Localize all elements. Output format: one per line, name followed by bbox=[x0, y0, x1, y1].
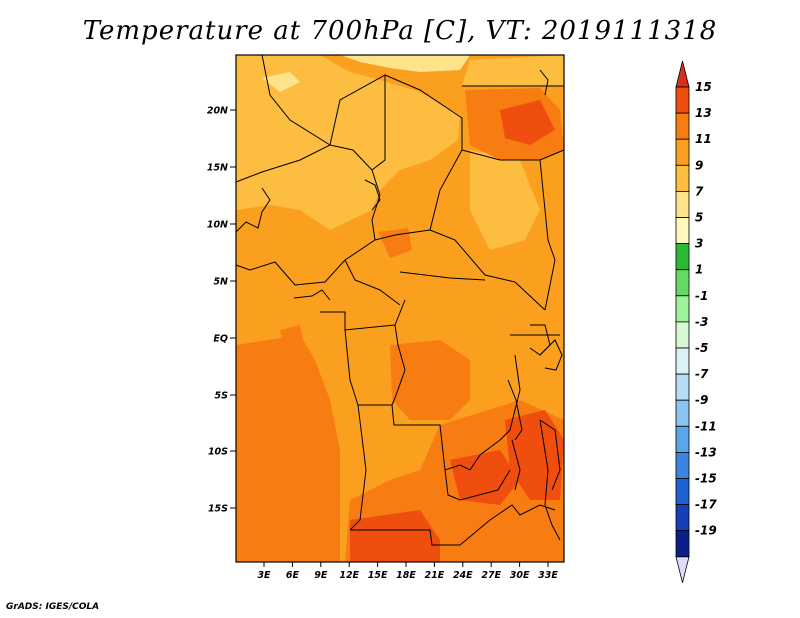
lat-tick-label: 20N bbox=[207, 106, 228, 117]
colorbar-label: 9 bbox=[695, 158, 703, 172]
lon-tick-label: 30E bbox=[510, 570, 530, 581]
colorbar-swatch bbox=[675, 269, 690, 297]
latitude-axis: 20N 15N 10N 5N EQ 5S 10S 15S bbox=[207, 106, 236, 515]
lon-tick-label: 33E bbox=[538, 570, 558, 581]
colorbar-bottom-arrow bbox=[675, 556, 690, 583]
colorbar-top-arrow bbox=[675, 60, 690, 88]
colorbar-label: 3 bbox=[695, 237, 703, 251]
lon-tick-label: 24E bbox=[453, 570, 473, 581]
colorbar-label: -1 bbox=[695, 289, 708, 303]
lon-tick-label: 9E bbox=[314, 570, 328, 581]
colorbar-swatch bbox=[675, 478, 690, 506]
temperature-patch bbox=[390, 340, 470, 420]
colorbar-label: 1 bbox=[695, 263, 703, 277]
lon-tick-label: 3E bbox=[257, 570, 271, 581]
temperature-patch bbox=[236, 55, 564, 230]
temperature-patch bbox=[450, 450, 520, 505]
colorbar-label: -15 bbox=[695, 472, 717, 486]
lat-tick-label: 10S bbox=[208, 447, 228, 458]
lon-tick-label: 12E bbox=[339, 570, 359, 581]
colorbar-label: -5 bbox=[695, 341, 708, 355]
temperature-patch bbox=[280, 325, 305, 355]
page-title: Temperature at 700hPa [C], VT: 201911131… bbox=[82, 16, 718, 46]
colorbar-swatch bbox=[675, 399, 690, 427]
lon-tick-label: 6E bbox=[286, 570, 300, 581]
colorbar-label: -7 bbox=[695, 367, 709, 381]
temperature-patch bbox=[350, 510, 440, 562]
longitude-axis: 3E 6E 9E 12E 15E 18E 21E 24E 27E 30E 33E bbox=[257, 562, 558, 581]
colorbar-label: 5 bbox=[695, 211, 703, 225]
temperature-patch bbox=[500, 100, 555, 145]
colorbar-label: -11 bbox=[695, 419, 717, 433]
colorbar-swatch bbox=[675, 504, 690, 532]
lon-tick-label: 27E bbox=[481, 570, 501, 581]
colorbar-swatch bbox=[675, 347, 690, 375]
colorbar: 15 13 11 9 7 5 3 1 -1 -3 -5 -7 -9 -11 -13 -15 -17 -19 bbox=[675, 60, 717, 583]
colorbar-swatch bbox=[675, 164, 690, 192]
colorbar-label: -9 bbox=[695, 393, 708, 407]
colorbar-label: 13 bbox=[695, 106, 712, 120]
colorbar-label: -3 bbox=[695, 315, 708, 329]
map-panel: 20N 15N 10N 5N EQ 5S 10S 15S 3E 6E 9E 12E 15E 18E 21E… bbox=[207, 54, 565, 581]
lat-tick-label: 15S bbox=[208, 504, 228, 515]
colorbar-swatch bbox=[675, 112, 690, 140]
temperature-patches bbox=[236, 55, 564, 562]
lat-tick-label: 5N bbox=[213, 277, 228, 288]
colorbar-swatch bbox=[675, 190, 690, 218]
colorbar-swatch bbox=[675, 295, 690, 323]
colorbar-swatch bbox=[675, 138, 690, 166]
colorbar-swatch bbox=[675, 86, 690, 114]
grads-credit: GrADS: IGES/COLA bbox=[6, 602, 100, 612]
temperature-patch bbox=[340, 55, 470, 72]
colorbar-label: 15 bbox=[695, 80, 712, 94]
colorbar-swatch bbox=[675, 451, 690, 479]
map-frame bbox=[235, 54, 565, 563]
colorbar-label: -13 bbox=[695, 445, 717, 459]
country-borders bbox=[235, 54, 565, 546]
colorbar-swatch bbox=[675, 530, 690, 558]
lon-tick-label: 21E bbox=[425, 570, 445, 581]
temperature-patch bbox=[262, 72, 300, 92]
colorbar-label: -17 bbox=[695, 498, 717, 512]
colorbar-label: -19 bbox=[695, 524, 717, 538]
temperature-patch bbox=[236, 465, 270, 520]
colorbar-label: 7 bbox=[695, 184, 704, 198]
temperature-patch bbox=[470, 150, 540, 250]
temperature-patch bbox=[378, 228, 412, 258]
colorbar-swatch bbox=[675, 243, 690, 271]
colorbar-swatch bbox=[675, 425, 690, 453]
lon-tick-label: 18E bbox=[396, 570, 416, 581]
lat-tick-label: 5S bbox=[215, 391, 229, 402]
lat-tick-label: EQ bbox=[213, 334, 228, 345]
lat-tick-label: 15N bbox=[207, 163, 228, 174]
lat-tick-label: 10N bbox=[207, 220, 228, 231]
colorbar-swatch bbox=[675, 321, 690, 349]
lon-tick-label: 15E bbox=[368, 570, 388, 581]
colorbar-swatch bbox=[675, 373, 690, 401]
colorbar-swatch bbox=[675, 217, 690, 245]
colorbar-label: 11 bbox=[695, 132, 712, 146]
